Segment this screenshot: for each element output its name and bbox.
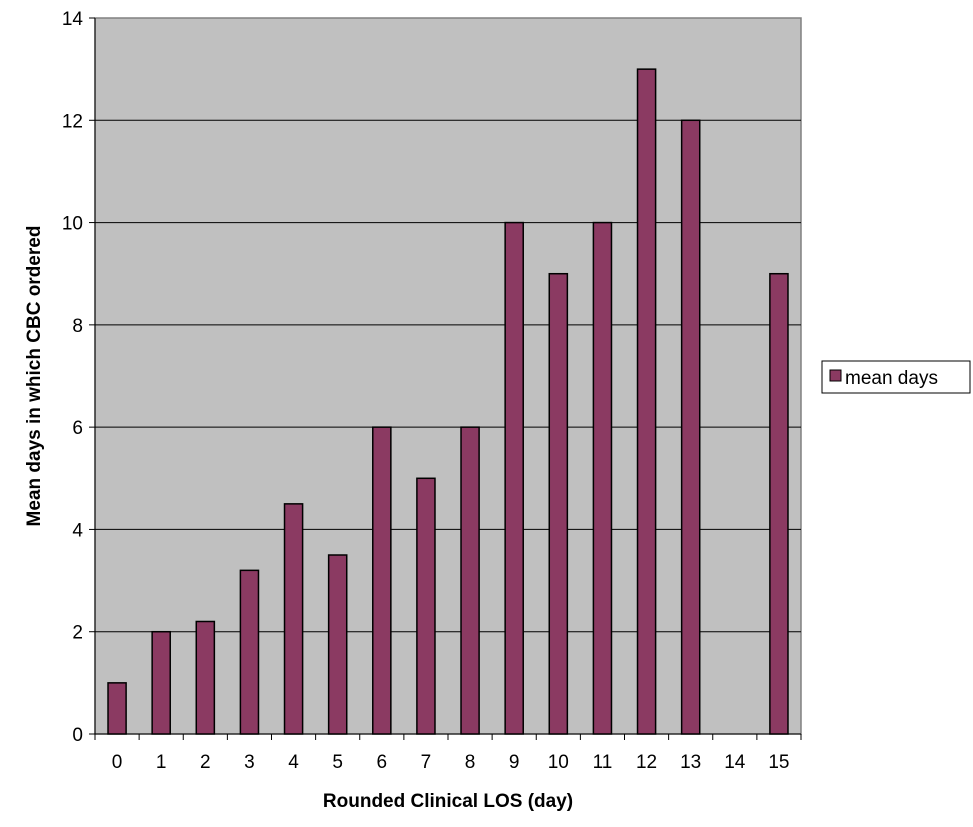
bar-4 [283,503,304,735]
bar-13 [680,119,701,735]
y-tick-label: 0 [72,725,83,746]
y-tick-label: 14 [62,9,84,30]
x-tick-label: 4 [288,752,299,773]
bar-15 [769,272,789,735]
x-tick-label: 8 [465,752,476,773]
bar-6 [372,426,392,735]
bar-0 [107,682,127,735]
y-tick-label: 2 [72,623,83,644]
x-tick-label: 2 [200,752,211,773]
bar-7 [416,477,436,735]
x-tick-label: 1 [156,752,167,773]
x-tick-label: 13 [680,752,701,773]
y-tick-label: 8 [72,316,83,337]
bar-8 [460,426,480,735]
bar-9 [504,221,524,735]
x-tick-label: 12 [636,752,657,773]
legend-swatch [829,369,842,382]
x-tick-label: 5 [332,752,343,773]
x-tick-label: 10 [548,752,569,773]
bars [107,68,789,735]
bar-3 [239,569,260,735]
y-tick-label: 6 [72,418,83,439]
x-tick-label: 6 [377,752,388,773]
y-tick-labels: 0 2 4 6 8 10 12 14 [62,9,95,746]
x-axis-title: Rounded Clinical LOS (day) [323,791,573,812]
x-tick-label: 9 [509,752,520,773]
x-tick-labels: 0 1 2 3 4 5 6 7 8 9 10 11 12 13 14 15 [94,734,802,773]
bar-1 [151,630,171,735]
legend-box [821,360,971,394]
bar-2 [195,620,216,735]
y-tick-label: 4 [72,520,83,541]
bar-5 [327,554,348,735]
bar-12 [636,68,657,735]
y-tick-label: 12 [62,111,83,132]
bar-11 [592,221,613,735]
x-tick-label: 3 [244,752,255,773]
y-tick-label: 10 [62,214,83,235]
x-tick-label: 7 [421,752,432,773]
x-tick-label: 0 [112,752,123,773]
bar-10 [548,272,569,735]
y-axis-title: Mean days in which CBC ordered [24,226,45,527]
x-tick-label: 14 [724,752,746,773]
x-tick-label: 11 [593,752,613,773]
x-tick-label: 15 [768,752,789,773]
legend: mean days [821,360,971,394]
legend-label: mean days [845,368,938,389]
